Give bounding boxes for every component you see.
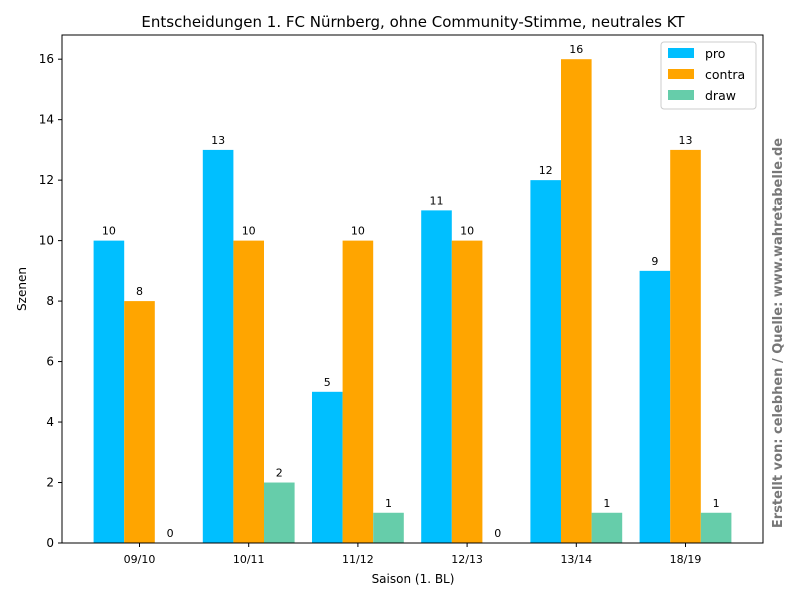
bar-pro-13-14	[530, 180, 561, 543]
data-label-draw-09-10: 0	[167, 527, 174, 540]
x-tick-label: 13/14	[560, 553, 592, 566]
data-label-pro-11-12: 5	[324, 376, 331, 389]
bar-contra-12-13	[451, 240, 483, 543]
legend-swatch-pro	[668, 48, 694, 58]
bar-pro-09-10	[93, 240, 125, 543]
bar-contra-09-10	[124, 301, 155, 543]
bar-draw-10-11	[264, 482, 295, 543]
bar-pro-18-19	[639, 270, 671, 543]
y-tick-label: 2	[46, 476, 54, 490]
bar-contra-13-14	[561, 59, 592, 543]
x-tick-label: 11/12	[342, 553, 374, 566]
bar-draw-11-12	[373, 512, 404, 543]
y-axis-label: Szenen	[15, 267, 29, 311]
data-label-pro-09-10: 10	[102, 225, 116, 238]
bar-contra-18-19	[670, 149, 701, 543]
y-tick-label: 0	[46, 536, 54, 550]
source-credit: Erstellt von: celebhen / Quelle: www.wah…	[771, 138, 786, 528]
legend-swatch-draw	[668, 90, 694, 100]
x-tick-label: 09/10	[124, 553, 156, 566]
data-label-draw-18-19: 1	[713, 497, 720, 510]
plot-frame	[61, 34, 764, 544]
legend-label-draw: draw	[705, 88, 736, 103]
bar-pro-10-11	[202, 149, 234, 543]
data-label-draw-12-13: 0	[494, 527, 501, 540]
data-label-contra-13-14: 16	[569, 43, 583, 56]
bar-contra-10-11	[233, 240, 264, 543]
data-label-contra-18-19: 13	[679, 134, 693, 147]
data-label-pro-10-11: 13	[211, 134, 225, 147]
legend-swatch-contra	[668, 69, 694, 79]
data-label-contra-10-11: 10	[242, 225, 256, 238]
data-label-contra-12-13: 10	[460, 225, 474, 238]
y-tick-label: 16	[39, 52, 54, 66]
legend-label-pro: pro	[705, 46, 725, 61]
y-tick-label: 12	[39, 173, 54, 187]
bars-layer	[93, 59, 732, 543]
bar-contra-11-12	[342, 240, 374, 543]
bar-draw-18-19	[700, 512, 732, 543]
bar-pro-12-13	[421, 210, 452, 543]
y-tick-label: 8	[46, 294, 54, 308]
y-tick-label: 4	[46, 415, 54, 429]
y-tick-label: 6	[46, 355, 54, 369]
data-label-pro-18-19: 9	[651, 255, 658, 268]
x-tick-label: 10/11	[233, 553, 265, 566]
data-label-pro-13-14: 12	[539, 164, 553, 177]
legend-label-contra: contra	[705, 67, 745, 82]
axes-layer: 09/10 10/11 11/12 12/13 13/14 18/190246810121…	[39, 34, 764, 566]
bar-draw-13-14	[591, 512, 623, 543]
y-tick-label: 14	[39, 113, 54, 127]
x-tick-label: 12/13	[451, 553, 483, 566]
data-label-pro-12-13: 11	[430, 194, 444, 207]
data-label-draw-11-12: 1	[385, 497, 392, 510]
bar-pro-11-12	[312, 391, 343, 543]
data-label-draw-10-11: 2	[276, 467, 283, 480]
data-label-contra-09-10: 8	[136, 285, 143, 298]
y-tick-label: 10	[39, 234, 54, 248]
x-axis-label: Saison (1. BL)	[372, 572, 455, 586]
x-tick-label: 18/19	[670, 553, 702, 566]
data-label-draw-13-14: 1	[603, 497, 610, 510]
chart-title: Entscheidungen 1. FC Nürnberg, ohne Comm…	[141, 13, 685, 31]
legend: pro contra draw	[660, 41, 757, 110]
data-label-contra-11-12: 10	[351, 225, 365, 238]
